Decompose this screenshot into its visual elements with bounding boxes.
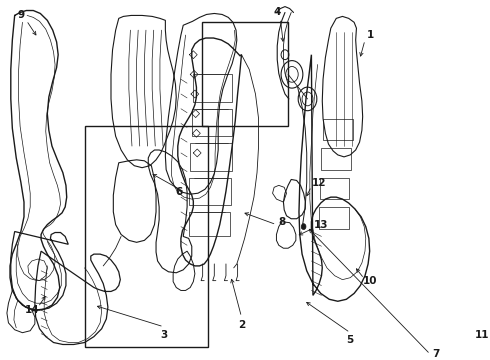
Text: 3: 3 bbox=[160, 330, 168, 340]
Text: 13: 13 bbox=[314, 220, 328, 230]
Text: 6: 6 bbox=[176, 187, 183, 197]
Text: 4: 4 bbox=[273, 8, 281, 18]
Text: 9: 9 bbox=[17, 10, 24, 21]
Bar bbox=[85, 126, 208, 347]
Text: 14: 14 bbox=[24, 305, 39, 315]
Text: 8: 8 bbox=[278, 217, 286, 227]
Text: 1: 1 bbox=[367, 30, 374, 40]
Text: 11: 11 bbox=[475, 330, 490, 340]
Text: 5: 5 bbox=[346, 334, 354, 345]
Text: 10: 10 bbox=[363, 276, 378, 285]
Text: 12: 12 bbox=[312, 179, 326, 188]
Bar bbox=[202, 22, 288, 126]
Text: 7: 7 bbox=[432, 349, 440, 359]
Circle shape bbox=[301, 224, 306, 230]
Text: 2: 2 bbox=[238, 320, 245, 330]
